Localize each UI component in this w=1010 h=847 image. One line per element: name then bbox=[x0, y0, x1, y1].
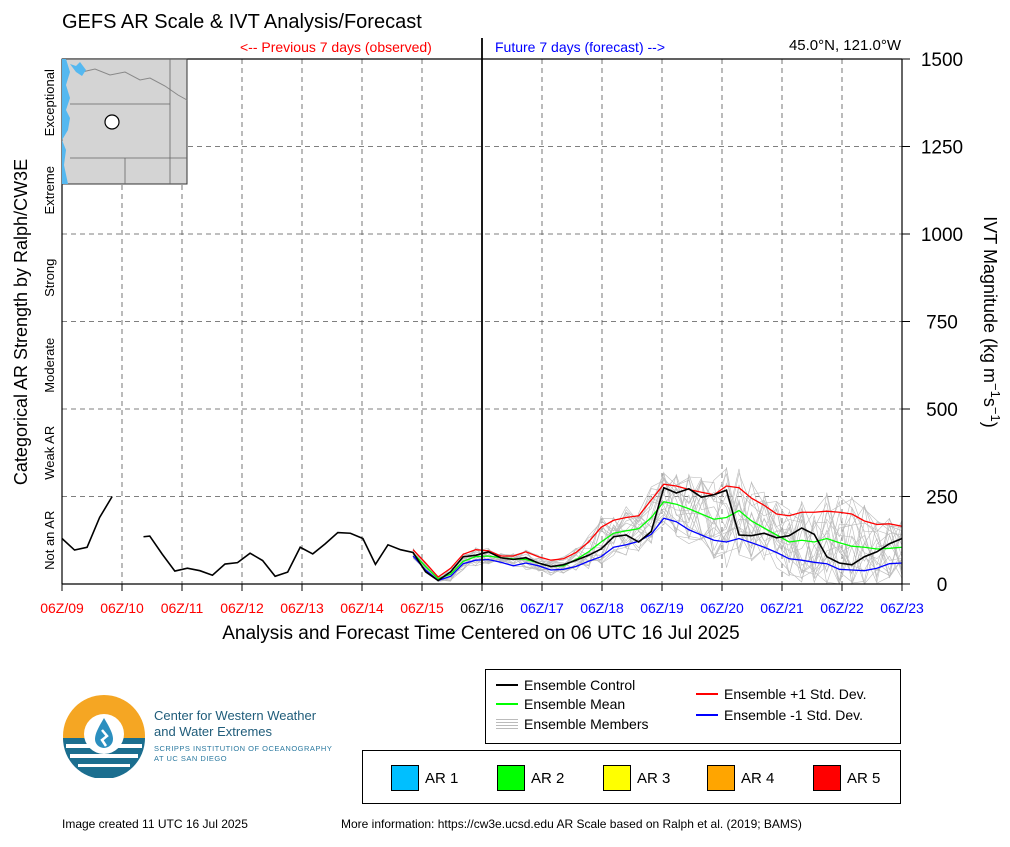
y-tick-label: 1500 bbox=[921, 50, 963, 71]
location-inset-map bbox=[61, 58, 188, 185]
legend-control: Ensemble Control bbox=[496, 677, 635, 693]
y-tick-label: 1000 bbox=[921, 225, 963, 246]
logo-text-line1: Center for Western Weather bbox=[154, 708, 317, 723]
category-label: Not an AR bbox=[42, 511, 57, 570]
x-tick-label: 06Z/10 bbox=[100, 600, 144, 616]
x-tick-label: 06Z/15 bbox=[400, 600, 444, 616]
more-info-note: More information: https://cw3e.ucsd.edu … bbox=[341, 817, 802, 831]
logo-text-line3: SCRIPPS INSTITUTION OF OCEANOGRAPHY bbox=[154, 744, 333, 753]
series-legend: Ensemble Control Ensemble Mean Ensemble … bbox=[485, 669, 901, 744]
x-tick-label: 06Z/17 bbox=[520, 600, 564, 616]
x-tick-label: 06Z/18 bbox=[580, 600, 624, 616]
category-label: Exceptional bbox=[42, 69, 57, 136]
y-tick-label: 500 bbox=[926, 400, 958, 421]
legend-mean: Ensemble Mean bbox=[496, 696, 625, 712]
axes: 0 250 500 750 1000 1250 1500 06Z/09 06Z/10 06Z/11… bbox=[40, 38, 963, 616]
ar1-swatch bbox=[391, 765, 419, 791]
x-tick-label: 06Z/13 bbox=[280, 600, 324, 616]
ar-legend-item-4: AR 4 bbox=[707, 765, 774, 791]
x-tick-label: 06Z/20 bbox=[700, 600, 744, 616]
previous-days-label: <-- Previous 7 days (observed) bbox=[240, 39, 432, 55]
ensemble-1-std-dev--line bbox=[412, 483, 903, 578]
ensemble-member-line bbox=[412, 475, 903, 584]
ar-legend-item-3: AR 3 bbox=[603, 765, 670, 791]
image-created-note: Image created 11 UTC 16 Jul 2025 bbox=[62, 817, 248, 831]
x-tick-label: 06Z/09 bbox=[40, 600, 84, 616]
x-tick-label: 06Z/12 bbox=[220, 600, 264, 616]
x-tick-label: 06Z/23 bbox=[880, 600, 924, 616]
category-label: Moderate bbox=[42, 338, 57, 393]
x-axis-title: Analysis and Forecast Time Centered on 0… bbox=[222, 623, 740, 644]
category-label: Weak AR bbox=[42, 426, 57, 480]
location-marker bbox=[104, 114, 120, 130]
y-tick-label: 250 bbox=[926, 488, 958, 509]
x-tick-label: 06Z/21 bbox=[760, 600, 804, 616]
category-label: Extreme bbox=[42, 166, 57, 214]
ar5-swatch bbox=[813, 765, 841, 791]
ar-legend-item-2: AR 2 bbox=[497, 765, 564, 791]
y-tick-label: 750 bbox=[926, 313, 958, 334]
ensemble-member-line bbox=[412, 473, 903, 584]
future-days-label: Future 7 days (forecast) --> bbox=[495, 39, 666, 55]
logo-text-line2: and Water Extremes bbox=[154, 724, 273, 739]
legend-minus-std: Ensemble -1 Std. Dev. bbox=[696, 707, 863, 723]
right-axis-title: IVT Magnitude (kg m−1s−1) bbox=[980, 216, 1004, 427]
cw3e-logo: Center for Western Weather and Water Ext… bbox=[62, 694, 362, 784]
ar-legend-item-1: AR 1 bbox=[391, 765, 458, 791]
logo-text-line4: AT UC SAN DIEGO bbox=[154, 754, 228, 763]
x-tick-label: 06Z/16 bbox=[460, 600, 504, 616]
legend-plus-std: Ensemble +1 Std. Dev. bbox=[696, 686, 867, 702]
category-labels: Not an AR Weak AR Moderate Strong Extreme Exc… bbox=[42, 69, 57, 570]
y-tick-label: 0 bbox=[937, 575, 948, 596]
ar-legend-item-5: AR 5 bbox=[813, 765, 880, 791]
legend-members: Ensemble Members bbox=[496, 716, 649, 732]
category-label: Strong bbox=[42, 259, 57, 297]
left-axis-title: Categorical AR Strength by Ralph/CW3E bbox=[11, 159, 31, 485]
location-label: 45.0°N, 121.0°W bbox=[788, 37, 901, 54]
ar4-swatch bbox=[707, 765, 735, 791]
ivt-chart: 0 250 500 750 1000 1250 1500 06Z/09 06Z/10 06Z/11… bbox=[11, 38, 1004, 616]
ar-scale-legend: AR 1 AR 2 AR 3 AR 4 AR 5 bbox=[362, 750, 901, 804]
ar2-swatch bbox=[497, 765, 525, 791]
ar3-swatch bbox=[603, 765, 631, 791]
x-tick-label: 06Z/14 bbox=[340, 600, 384, 616]
x-tick-label: 06Z/11 bbox=[161, 600, 204, 616]
ensemble-control-line bbox=[61, 496, 113, 551]
series-lines bbox=[61, 483, 903, 582]
grid bbox=[62, 59, 902, 584]
ensemble-control-line bbox=[143, 486, 903, 582]
y-tick-label: 1250 bbox=[921, 138, 963, 159]
ensemble-1-std-dev--line bbox=[412, 517, 903, 582]
x-tick-label: 06Z/19 bbox=[640, 600, 684, 616]
x-tick-label: 06Z/22 bbox=[820, 600, 864, 616]
chart-title: GEFS AR Scale & IVT Analysis/Forecast bbox=[62, 11, 422, 33]
